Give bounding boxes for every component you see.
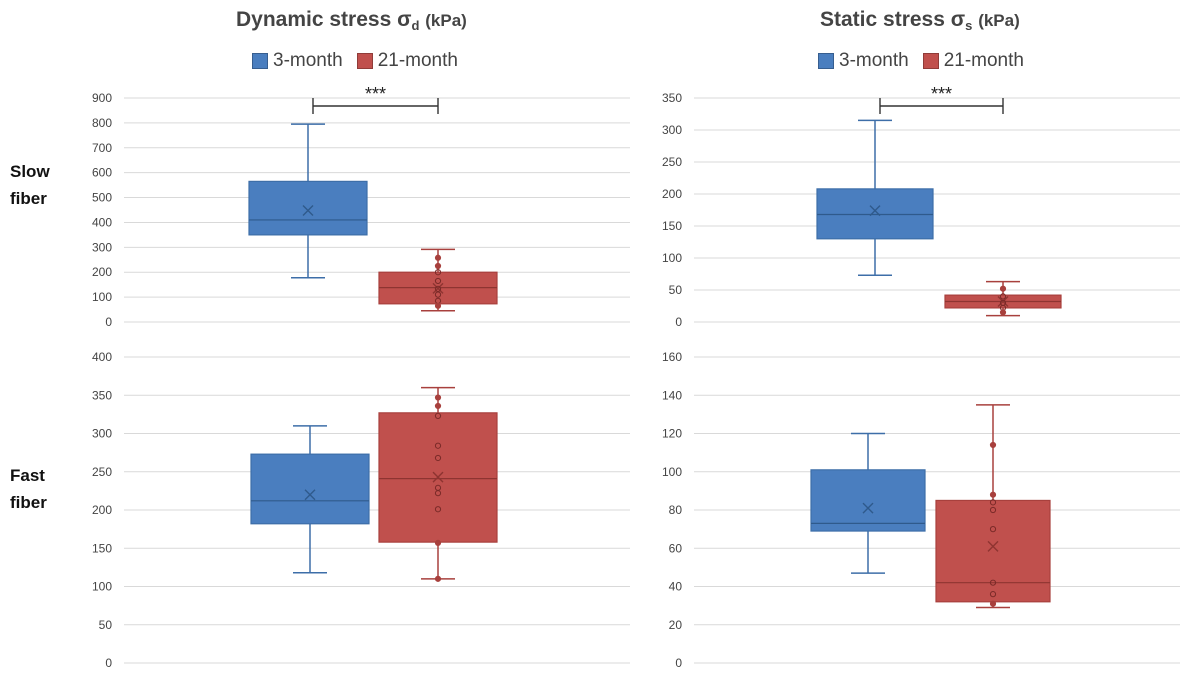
y-tick-label: 150 bbox=[662, 219, 682, 233]
data-point bbox=[990, 492, 995, 497]
y-tick-label: 120 bbox=[662, 427, 682, 441]
data-point bbox=[990, 442, 995, 447]
y-tick-label: 0 bbox=[105, 656, 112, 670]
significance-label: *** bbox=[931, 84, 952, 104]
series-3-month bbox=[249, 124, 367, 278]
series-21-month bbox=[936, 405, 1050, 608]
y-tick-label: 60 bbox=[669, 541, 683, 555]
series-3-month bbox=[817, 120, 933, 275]
series-21-month bbox=[945, 282, 1061, 316]
panel-dynamic-fast: 0 50 100 150 200 250 300 350 400 bbox=[92, 350, 630, 670]
series-21-month bbox=[379, 249, 497, 310]
y-tick-label: 600 bbox=[92, 166, 112, 180]
y-tick-label: 350 bbox=[92, 388, 112, 402]
y-tick-label: 50 bbox=[669, 283, 683, 297]
data-point bbox=[435, 255, 440, 260]
data-point bbox=[1000, 286, 1005, 291]
y-tick-label: 40 bbox=[669, 580, 683, 594]
data-point bbox=[435, 303, 440, 308]
y-tick-label: 300 bbox=[92, 427, 112, 441]
y-tick-label: 400 bbox=[92, 215, 112, 229]
data-point bbox=[435, 540, 440, 545]
y-tick-label: 200 bbox=[92, 265, 112, 279]
y-tick-label: 200 bbox=[92, 503, 112, 517]
y-tick-label: 160 bbox=[662, 350, 682, 364]
y-tick-label: 0 bbox=[105, 315, 112, 329]
box bbox=[817, 189, 933, 239]
y-tick-label: 80 bbox=[669, 503, 683, 517]
y-tick-label: 700 bbox=[92, 141, 112, 155]
data-point bbox=[435, 403, 440, 408]
y-tick-label: 150 bbox=[92, 541, 112, 555]
y-tick-label: 400 bbox=[92, 350, 112, 364]
y-tick-label: 100 bbox=[92, 580, 112, 594]
y-tick-label: 800 bbox=[92, 116, 112, 130]
y-tick-label: 50 bbox=[99, 618, 113, 632]
y-tick-label: 0 bbox=[675, 315, 682, 329]
panel-dynamic-slow: 0 100 200 300 400 500 600 700 800 900 *** bbox=[92, 84, 630, 329]
y-tick-label: 0 bbox=[675, 656, 682, 670]
data-point bbox=[435, 395, 440, 400]
y-tick-label: 100 bbox=[92, 290, 112, 304]
series-3-month bbox=[251, 426, 369, 573]
y-tick-label: 250 bbox=[662, 155, 682, 169]
y-tick-label: 300 bbox=[662, 123, 682, 137]
box bbox=[251, 454, 369, 524]
data-point bbox=[990, 601, 995, 606]
box bbox=[936, 500, 1050, 601]
y-tick-label: 100 bbox=[662, 251, 682, 265]
y-tick-label: 900 bbox=[92, 91, 112, 105]
data-point bbox=[435, 263, 440, 268]
y-tick-label: 100 bbox=[662, 465, 682, 479]
box bbox=[811, 470, 925, 531]
panel-static-fast: 0 20 40 60 80 100 120 140 160 bbox=[662, 350, 1180, 670]
data-point bbox=[1000, 310, 1005, 315]
y-tick-label: 20 bbox=[669, 618, 683, 632]
significance-label: *** bbox=[365, 84, 386, 104]
y-tick-label: 500 bbox=[92, 191, 112, 205]
panel-static-slow: 0 50 100 150 200 250 300 350 *** bbox=[662, 84, 1180, 329]
series-3-month bbox=[811, 434, 925, 574]
y-tick-label: 200 bbox=[662, 187, 682, 201]
y-tick-label: 300 bbox=[92, 240, 112, 254]
box bbox=[249, 181, 367, 235]
y-tick-label: 350 bbox=[662, 91, 682, 105]
y-tick-label: 250 bbox=[92, 465, 112, 479]
y-tick-label: 140 bbox=[662, 388, 682, 402]
series-21-month bbox=[379, 388, 497, 582]
data-point bbox=[435, 576, 440, 581]
